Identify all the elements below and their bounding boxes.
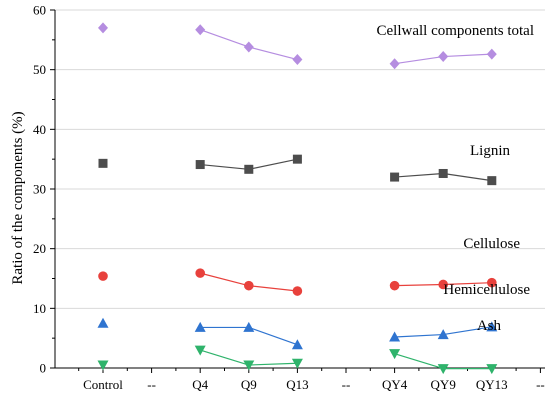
x-tick-label: Control <box>83 377 123 392</box>
y-tick-label: 30 <box>33 182 46 197</box>
series-line-segment <box>394 283 444 287</box>
data-point-circle <box>98 271 108 281</box>
series-line-segment <box>248 362 298 366</box>
series-cellulose <box>98 268 497 296</box>
y-tick-label: 40 <box>33 122 46 137</box>
x-tick-label: QY4 <box>382 377 408 392</box>
series-label-ash: Ash <box>477 318 502 334</box>
data-point-triangle-down <box>486 364 498 375</box>
x-tick-label: -- <box>342 377 351 392</box>
data-point-circle <box>487 277 497 288</box>
y-tick-label: 50 <box>33 62 46 77</box>
data-point-diamond <box>438 51 449 63</box>
data-point-triangle-up <box>243 321 255 332</box>
series-line-segment <box>394 333 444 338</box>
series-line-segment <box>248 285 298 292</box>
series-line-segment <box>248 326 298 346</box>
series-label-cellwall-components-total: Cellwall components total <box>377 23 534 39</box>
x-tick-label: QY9 <box>431 377 456 392</box>
data-point-diamond <box>195 24 206 36</box>
y-axis-ticks: 0 10 20 30 40 50 60 <box>33 3 55 376</box>
data-point-triangle-up <box>194 321 206 332</box>
series-line-segment <box>443 282 492 286</box>
data-point-circle <box>389 280 400 291</box>
series-line-segment <box>443 326 492 336</box>
series-line-segment <box>394 172 444 178</box>
x-tick-label: Q9 <box>241 377 257 392</box>
data-point-triangle-up <box>291 339 303 350</box>
series-line-segment <box>199 29 250 48</box>
data-point-square <box>438 168 448 178</box>
data-point-triangle-down <box>389 349 401 360</box>
y-tick-label: 0 <box>40 361 47 376</box>
data-point-triangle-up <box>437 329 449 340</box>
data-series <box>97 22 498 375</box>
data-point-square <box>195 160 205 170</box>
data-point-circle <box>292 286 303 296</box>
series-hemicellulose <box>97 317 498 350</box>
series-line-segment <box>248 158 298 170</box>
series-line-segment <box>200 349 249 366</box>
series-ash <box>97 345 498 375</box>
data-point-triangle-down <box>97 360 109 371</box>
data-point-square <box>292 154 302 164</box>
data-point-square <box>244 164 254 174</box>
y-tick-label: 10 <box>33 301 46 316</box>
x-tick-label: Q4 <box>192 377 208 392</box>
data-point-triangle-down <box>291 358 303 369</box>
data-point-diamond <box>243 41 254 53</box>
x-tick-label: Q13 <box>286 377 308 392</box>
data-point-triangle-down <box>437 364 449 375</box>
series-line-segment <box>443 53 492 58</box>
data-point-circle <box>244 280 254 291</box>
series-line-segment <box>443 172 492 182</box>
series-line-segment <box>248 46 298 61</box>
data-point-triangle-up <box>389 331 401 342</box>
series-cellwall-components-total <box>98 22 497 70</box>
series-labels: Cellwall components total Lignin Cellulose… <box>377 23 534 334</box>
series-label-cellulose: Cellulose <box>463 236 520 252</box>
data-point-circle <box>438 279 449 290</box>
series-label-lignin: Lignin <box>470 143 510 159</box>
data-point-triangle-up <box>486 321 498 332</box>
series-line-segment <box>200 163 249 170</box>
data-point-circle <box>195 268 205 278</box>
data-point-square <box>98 158 108 168</box>
x-tick-label: QY13 <box>476 377 508 392</box>
data-point-triangle-down <box>194 345 206 356</box>
data-point-diamond <box>292 54 303 66</box>
data-point-square <box>487 176 497 186</box>
series-line-segment <box>394 55 444 65</box>
data-point-diamond <box>389 58 400 70</box>
series-line-segment <box>200 272 249 287</box>
x-tick-label: -- <box>536 377 545 392</box>
data-point-square <box>390 172 400 182</box>
data-point-triangle-up <box>97 317 109 328</box>
series-lignin <box>98 154 497 186</box>
y-tick-label: 60 <box>33 3 46 18</box>
y-tick-label: 20 <box>33 241 46 256</box>
y-axis-title: Ratio of the components (%) <box>10 111 26 284</box>
x-tick-label: -- <box>147 377 156 392</box>
data-point-triangle-down <box>243 360 255 371</box>
series-label-hemicellulose: Hemicellulose <box>443 282 530 298</box>
data-point-diamond <box>486 48 497 60</box>
x-axis-ticks: Control -- Q4 Q9 Q13 -- QY4 QY9 QY13 -- <box>78 368 545 392</box>
data-point-diamond <box>98 22 108 34</box>
series-line-segment <box>394 353 444 370</box>
gridlines <box>55 9 545 309</box>
